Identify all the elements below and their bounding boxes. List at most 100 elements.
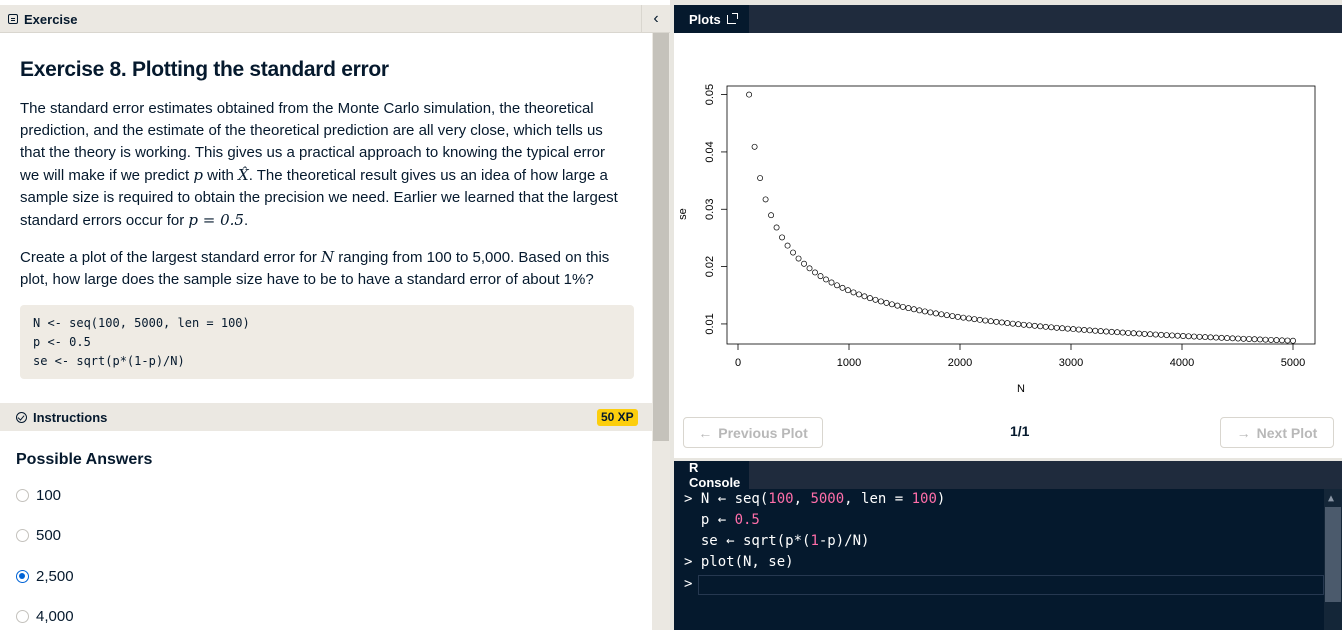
answer-option-selected[interactable]: 2,500 (16, 566, 74, 586)
data-point (1048, 324, 1055, 331)
data-point (1081, 326, 1088, 333)
console-line-prompt: > (684, 491, 701, 507)
y-axis: 0.01 0.02 0.03 0.04 0.05 (704, 84, 727, 335)
data-point (1246, 336, 1253, 342)
plot-counter: 1/1 (1010, 423, 1030, 439)
data-point (927, 309, 934, 316)
arrow-left-icon: ← (698, 424, 713, 441)
radio-button[interactable] (16, 488, 29, 502)
data-point (960, 314, 967, 321)
data-point (801, 260, 807, 267)
tab-r-console-label: R Console (689, 460, 741, 490)
data-points (746, 91, 1296, 344)
console-text: , len = (844, 491, 912, 507)
exercise-content: Exercise 8. Plotting the standard error … (20, 33, 634, 379)
console-text: , (793, 491, 811, 507)
data-point (905, 305, 912, 312)
data-point (1163, 332, 1170, 339)
data-point (971, 316, 978, 323)
instructions-bar: Instructions 50 XP (0, 403, 652, 431)
data-point (1097, 328, 1104, 335)
data-point (938, 311, 945, 318)
data-point (1158, 331, 1165, 338)
exercise-paragraph-2: Create a plot of the largest standard er… (20, 246, 634, 291)
data-point (850, 289, 857, 296)
scrollbar-thumb[interactable] (653, 33, 669, 441)
data-point (1136, 330, 1143, 337)
data-point (817, 273, 824, 280)
instructions-label: Instructions (33, 409, 108, 425)
text: we will make if we predict (20, 167, 194, 184)
data-point (1059, 325, 1066, 332)
plot-area: 0 1000 2000 3000 4000 5000 0.01 0.02 0.03 0.04 0.… (674, 33, 1342, 458)
chevron-up-icon[interactable]: ▲ (1328, 493, 1335, 504)
next-plot-label: Next Plot (1256, 424, 1318, 441)
paragraph-line: sample size is required to obtain the pr… (20, 189, 618, 206)
console-line: p ← 0.5 (684, 510, 760, 531)
data-point (1257, 336, 1263, 343)
data-point (1174, 332, 1181, 339)
data-point (845, 287, 851, 294)
console-scrollbar[interactable]: ▲ (1324, 489, 1342, 630)
output-pane: Plots 0 1000 2000 3000 4000 5000 0.01 0.02 0.03… (674, 5, 1342, 630)
answer-option[interactable]: 500 (16, 525, 61, 545)
data-point (839, 284, 846, 291)
data-point (768, 212, 775, 219)
console-line: > N ← seq(100, 5000, len = 100) (684, 489, 945, 510)
answer-option[interactable]: 4,000 (16, 606, 74, 626)
data-point (773, 224, 780, 231)
y-tick-label: 0.03 (704, 199, 716, 220)
text: Create a plot of the largest standard er… (20, 249, 321, 266)
data-point (1103, 328, 1110, 335)
answer-option[interactable]: 100 (16, 485, 61, 505)
exercise-scrollbar[interactable] (652, 33, 670, 630)
data-point (823, 276, 829, 283)
data-point (1268, 336, 1274, 343)
answer-label: 500 (36, 526, 62, 544)
r-console[interactable]: > N ← seq(100, 5000, len = 100) p ← 0.5 … (674, 489, 1342, 630)
tab-r-console[interactable]: R Console (674, 460, 749, 490)
tab-plots[interactable]: Plots (674, 5, 749, 33)
data-point (998, 319, 1005, 326)
data-point (1218, 334, 1225, 341)
data-point (1108, 328, 1115, 335)
collapse-button[interactable]: ‹ (641, 5, 670, 33)
x-tick-label: 5000 (1281, 357, 1305, 369)
data-point (1015, 321, 1022, 328)
data-point (877, 298, 884, 305)
data-point (872, 296, 879, 303)
previous-plot-button[interactable]: ← Previous Plot (683, 417, 823, 448)
console-text: ) (936, 491, 946, 507)
data-point (1202, 334, 1209, 341)
data-point (932, 310, 939, 317)
data-point (1037, 323, 1044, 330)
tab-exercise[interactable]: Exercise (8, 5, 78, 33)
radio-button-checked[interactable] (16, 569, 29, 583)
data-point (883, 299, 890, 306)
data-point (1114, 329, 1121, 336)
data-point (784, 242, 791, 249)
data-point (867, 295, 873, 302)
console-line-prompt: > (684, 554, 701, 570)
data-point (1180, 333, 1187, 339)
math-p-equals: p = 0.5 (188, 211, 244, 229)
expand-icon[interactable] (726, 12, 738, 24)
data-point (1251, 336, 1258, 343)
data-point (812, 269, 818, 276)
data-point (1262, 336, 1269, 343)
radio-button[interactable] (16, 528, 29, 542)
text: . The theoretical result gives us an ide… (248, 167, 608, 184)
data-point (779, 234, 786, 241)
radio-button[interactable] (16, 609, 29, 623)
data-point (910, 306, 917, 313)
data-point (861, 293, 868, 300)
data-point (965, 315, 972, 322)
next-plot-button[interactable]: → Next Plot (1220, 417, 1334, 448)
data-point (1026, 322, 1033, 329)
console-scrollbar-thumb[interactable] (1325, 507, 1341, 602)
console-input[interactable] (698, 575, 1324, 595)
possible-answers-title: Possible Answers (16, 451, 153, 468)
console-number: 100 (911, 491, 937, 507)
data-point (1141, 330, 1148, 337)
data-point (1240, 335, 1247, 342)
